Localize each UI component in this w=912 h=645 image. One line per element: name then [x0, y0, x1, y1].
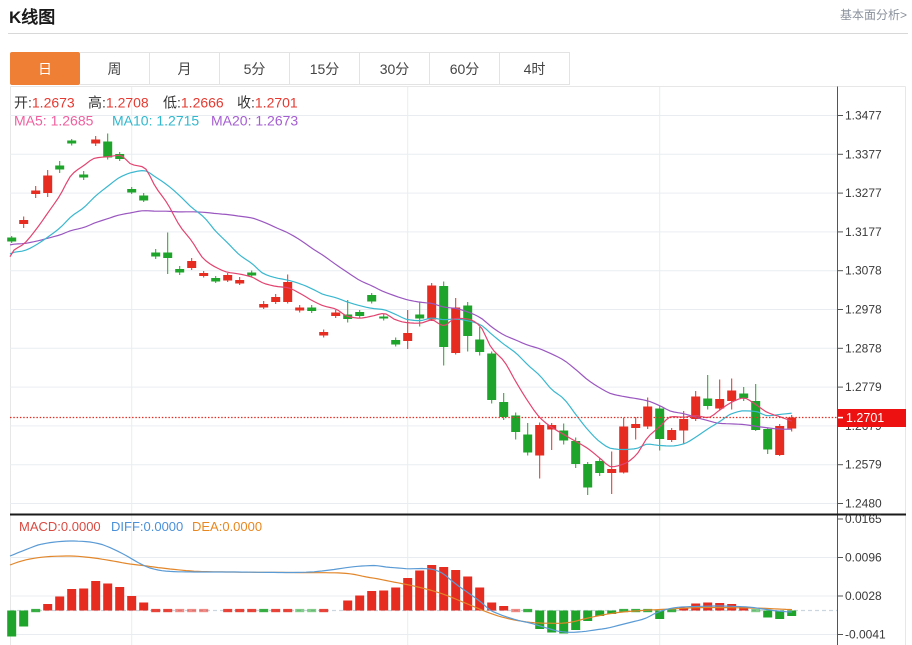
svg-text:MA5: 1.2685: MA5: 1.2685 [14, 113, 94, 129]
svg-text:收:1.2701: 收:1.2701 [237, 95, 298, 111]
svg-text:高:1.2708: 高:1.2708 [88, 95, 149, 111]
svg-text:MA20: 1.2673: MA20: 1.2673 [211, 113, 298, 129]
svg-text:1.3377: 1.3377 [845, 147, 882, 161]
svg-text:MACD:0.0000: MACD:0.0000 [19, 519, 101, 534]
svg-text:DIFF:0.0000: DIFF:0.0000 [111, 519, 183, 534]
svg-text:1.2878: 1.2878 [845, 341, 882, 355]
svg-text:低:1.2666: 低:1.2666 [163, 95, 224, 111]
svg-text:MA10: 1.2715: MA10: 1.2715 [112, 113, 199, 129]
svg-text:1.2779: 1.2779 [845, 380, 882, 394]
svg-text:1.3277: 1.3277 [845, 186, 882, 200]
svg-text:开:1.2673: 开:1.2673 [14, 95, 75, 111]
svg-text:DEA:0.0000: DEA:0.0000 [192, 519, 262, 534]
svg-text:1.2701: 1.2701 [846, 411, 884, 425]
svg-text:0.0096: 0.0096 [845, 551, 882, 565]
svg-text:1.2480: 1.2480 [845, 497, 882, 511]
svg-text:1.3177: 1.3177 [845, 225, 882, 239]
svg-text:1.3078: 1.3078 [845, 264, 882, 278]
svg-text:1.2978: 1.2978 [845, 303, 882, 317]
svg-text:-0.0041: -0.0041 [845, 628, 886, 642]
svg-text:0.0028: 0.0028 [845, 589, 882, 603]
svg-text:1.2579: 1.2579 [845, 458, 882, 472]
svg-text:0.0165: 0.0165 [845, 512, 882, 526]
svg-text:1.3477: 1.3477 [845, 109, 882, 123]
